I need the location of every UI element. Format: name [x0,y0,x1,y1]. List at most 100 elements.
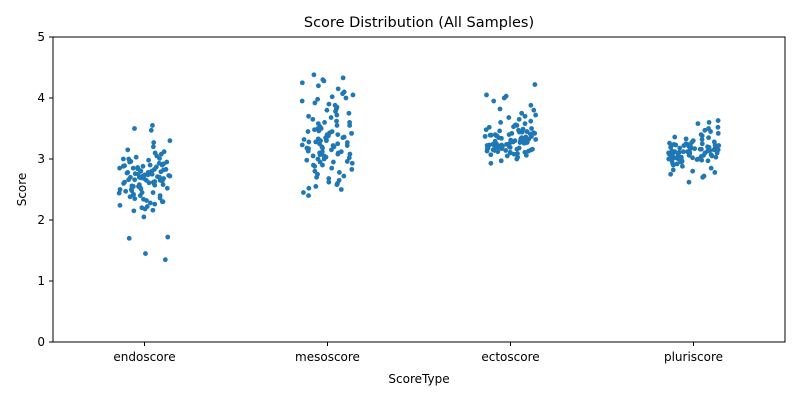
data-point [698,146,704,152]
data-point [158,151,164,157]
data-point [516,145,522,151]
data-point [498,158,504,164]
data-point [324,107,330,113]
data-point [524,129,530,134]
data-point [141,214,147,220]
data-point [715,130,721,136]
data-point [158,169,164,175]
data-point [150,207,156,213]
data-point [141,176,147,181]
data-point [127,159,132,165]
data-point [511,151,517,157]
data-point [699,133,705,139]
data-point [306,139,312,145]
data-point [522,113,528,119]
data-point [706,145,712,150]
data-point [159,162,165,168]
data-point [150,179,156,185]
data-point [164,159,170,165]
data-point [133,154,139,160]
data-point [716,143,722,148]
data-point [689,140,695,145]
data-point [320,162,325,168]
series-mesoscore [299,72,356,199]
data-point [715,118,721,123]
data-point [495,149,501,155]
y-tick-label: 4 [37,91,45,105]
data-point [151,140,157,145]
data-point [706,135,711,141]
data-point [117,187,123,192]
x-tick-label-ectoscore: ectoscore [481,350,539,364]
data-point [495,145,501,150]
data-point [329,94,335,100]
data-point [132,196,138,202]
data-point [499,142,504,148]
data-point [305,148,311,154]
data-point [680,149,686,155]
data-point [503,148,509,153]
data-point [487,132,493,138]
y-tick-label: 1 [37,274,45,288]
data-point [519,110,525,116]
data-point [329,129,335,134]
data-point [712,170,718,175]
data-point [306,185,312,191]
data-point [167,138,173,144]
data-point [140,163,146,169]
data-point [686,179,692,185]
data-point [501,95,507,101]
data-point [335,141,341,147]
data-point [531,107,537,113]
data-point [349,160,355,166]
data-point [533,112,539,118]
data-point [674,161,680,167]
data-point [301,137,307,142]
data-point [668,171,674,177]
data-point [699,137,705,142]
data-point [708,129,713,134]
data-point [132,177,138,183]
x-tick-label-mesoscore: mesoscore [295,350,360,364]
data-point [326,176,332,181]
data-point [316,83,321,89]
data-point [126,177,132,183]
series-pluriscore [666,118,722,185]
data-point [329,147,334,153]
data-point [149,171,155,177]
data-point [497,106,503,112]
data-point [490,147,496,153]
data-point [483,127,489,133]
data-point [494,133,500,139]
data-point [511,124,516,130]
data-point [146,180,152,186]
data-point [344,143,350,148]
data-point [330,159,336,165]
data-point [347,120,352,125]
data-point [321,78,327,84]
x-axis: endoscore mesoscore ectoscore pluriscore [113,342,723,364]
y-tick-label: 3 [37,152,45,166]
data-point [117,165,123,171]
data-point [708,165,714,171]
data-point [705,158,711,164]
data-point [124,170,130,176]
data-point [329,165,335,171]
data-point [523,134,529,140]
data-point [152,201,158,207]
data-point [507,149,513,155]
data-point [677,145,683,151]
data-point [142,206,148,212]
data-point [164,185,170,191]
data-point [692,146,698,152]
data-point [488,152,494,158]
data-point [498,120,504,125]
data-point [482,134,488,139]
data-point [516,116,522,122]
data-point [709,153,715,159]
data-point [690,155,695,161]
data-point [350,92,356,98]
data-point [491,98,497,104]
data-point [702,127,708,133]
